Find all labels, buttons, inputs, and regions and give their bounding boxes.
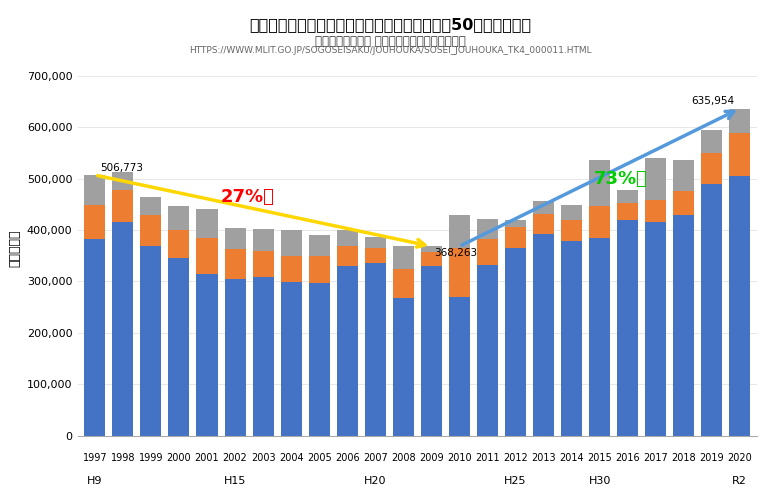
Bar: [645, 158, 666, 200]
Bar: [589, 237, 610, 436]
Bar: [589, 160, 610, 206]
Bar: [561, 241, 582, 436]
Bar: [253, 229, 274, 250]
Text: R2: R2: [732, 476, 747, 486]
Bar: [645, 222, 666, 436]
Bar: [448, 248, 470, 297]
Bar: [533, 213, 554, 234]
Bar: [505, 227, 526, 248]
Bar: [701, 184, 722, 436]
Y-axis label: （百万円）: （百万円）: [9, 229, 21, 267]
Bar: [225, 279, 246, 436]
Text: H9: H9: [87, 476, 103, 486]
Bar: [645, 200, 666, 222]
Text: 建設関連業等動態調査（建設コンサルタント　50社）発注者別: 建設関連業等動態調査（建設コンサルタント 50社）発注者別: [249, 18, 531, 33]
Bar: [477, 239, 498, 265]
Text: 368,263: 368,263: [434, 248, 477, 259]
Text: 出典：国土交通省 建設関連業等の動態調査報告: 出典：国土交通省 建設関連業等の動態調査報告: [314, 35, 466, 48]
Bar: [281, 256, 302, 283]
Bar: [617, 190, 638, 203]
Bar: [729, 176, 750, 436]
Bar: [673, 160, 694, 191]
Text: H20: H20: [364, 476, 386, 486]
Bar: [337, 266, 358, 436]
Bar: [253, 278, 274, 436]
Bar: [420, 252, 441, 266]
Bar: [420, 266, 441, 436]
Bar: [197, 274, 218, 436]
Bar: [477, 265, 498, 436]
Bar: [365, 236, 386, 248]
Text: H15: H15: [224, 476, 246, 486]
Bar: [84, 205, 105, 239]
Bar: [309, 256, 330, 283]
Bar: [393, 246, 414, 269]
Bar: [84, 175, 105, 205]
Bar: [701, 130, 722, 153]
Bar: [448, 297, 470, 436]
Text: H25: H25: [504, 476, 526, 486]
Bar: [505, 219, 526, 227]
Bar: [112, 190, 133, 222]
Bar: [365, 248, 386, 264]
Bar: [168, 206, 190, 230]
Bar: [589, 206, 610, 237]
Bar: [197, 237, 218, 274]
Bar: [140, 196, 161, 214]
Bar: [420, 246, 441, 252]
Bar: [365, 264, 386, 436]
Bar: [253, 250, 274, 278]
Bar: [140, 246, 161, 436]
Bar: [168, 259, 190, 436]
Bar: [337, 230, 358, 246]
Bar: [393, 269, 414, 298]
Bar: [225, 228, 246, 249]
Bar: [533, 200, 554, 213]
Bar: [448, 214, 470, 248]
Bar: [281, 283, 302, 436]
Text: 635,954: 635,954: [691, 97, 734, 107]
Text: 506,773: 506,773: [101, 163, 144, 173]
Bar: [393, 298, 414, 436]
Bar: [673, 214, 694, 436]
Bar: [197, 209, 218, 237]
Bar: [337, 246, 358, 266]
Bar: [505, 248, 526, 436]
Bar: [477, 218, 498, 239]
Bar: [309, 234, 330, 256]
Bar: [533, 234, 554, 436]
Bar: [729, 133, 750, 176]
Bar: [225, 249, 246, 279]
Bar: [140, 214, 161, 246]
Text: HTTPS://WWW.MLIT.GO.JP/SOGOSEISAKU/JOUHOUKA/SOSEI_JOUHOUKA_TK4_000011.HTML: HTTPS://WWW.MLIT.GO.JP/SOGOSEISAKU/JOUHO…: [189, 46, 591, 55]
Bar: [112, 222, 133, 436]
Bar: [281, 230, 302, 256]
Text: 73%増: 73%増: [594, 170, 648, 188]
Bar: [84, 239, 105, 436]
Bar: [168, 230, 190, 259]
Bar: [673, 191, 694, 214]
Bar: [617, 203, 638, 219]
Bar: [617, 219, 638, 436]
Text: 27%減: 27%減: [221, 188, 275, 206]
Text: H30: H30: [588, 476, 611, 486]
Bar: [729, 109, 750, 133]
Bar: [561, 219, 582, 241]
Bar: [112, 172, 133, 190]
Bar: [701, 153, 722, 184]
Bar: [561, 205, 582, 219]
Bar: [309, 283, 330, 436]
